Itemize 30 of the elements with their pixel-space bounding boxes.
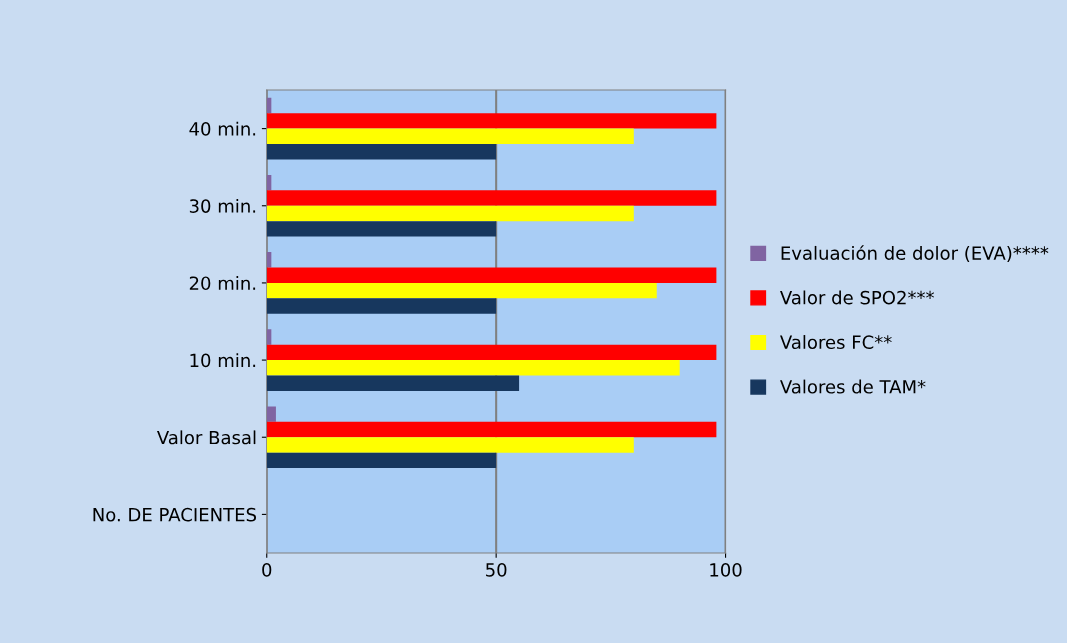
legend-label: Valores FC** [780,335,892,350]
y-tick-label: 10 min. [190,353,256,368]
y-tick-label: No. DE PACIENTES [93,507,257,522]
bar [266,298,497,314]
bar [266,205,634,222]
x-tick-label: 50 [486,563,507,577]
bar [266,344,717,361]
bar [266,221,497,237]
bar [266,406,276,422]
bar [266,360,680,376]
legend-label: Valor de SPO2*** [780,290,935,305]
y-tick-label: 20 min. [189,276,256,291]
bar [266,190,717,206]
y-tick-label: Valor Basal [156,430,256,445]
bar [266,437,634,453]
bar [266,267,717,283]
y-tick-label: 30 min. [189,198,256,213]
bar [266,375,520,391]
bar [266,421,717,438]
bar [266,282,657,299]
y-tick-label: 40 min. [189,121,256,136]
legend-label: Valores de TAM* [780,379,926,394]
bar [266,452,497,469]
legend-label: Evaluación de dolor (EVA)**** [781,245,1049,263]
bar [266,329,272,345]
bar [266,128,634,145]
x-tick-label: 0 [262,563,272,577]
bar [266,144,497,160]
x-tick-label: 100 [710,563,742,577]
bar [266,113,717,129]
